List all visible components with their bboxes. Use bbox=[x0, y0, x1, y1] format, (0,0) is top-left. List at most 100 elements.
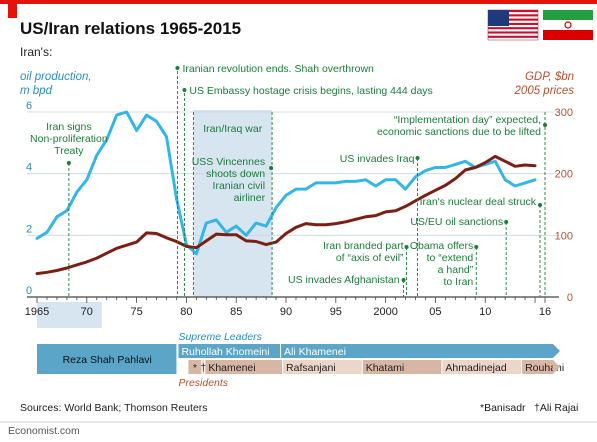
annotation-axis-of-evil-dot bbox=[404, 245, 409, 249]
annotation-iran-iraq-war: Iran/Iraq war bbox=[203, 123, 262, 135]
presidents-title: Presidents bbox=[178, 377, 228, 389]
annotation-obama-offers: to Iran bbox=[443, 276, 473, 288]
annotation-hostage-dot bbox=[182, 88, 187, 92]
supreme-leader-label: Ruhollah Khomeini bbox=[181, 346, 269, 358]
leaders-timeline: Supreme Leaders Reza Shah Pahlavi Ruhollah… bbox=[0, 331, 597, 423]
us-flag-stripe bbox=[488, 22, 538, 25]
iran-flag-red bbox=[543, 30, 593, 40]
y-left-tick-label: 2 bbox=[26, 223, 32, 235]
x-tick-label: 10 bbox=[479, 306, 491, 318]
x-tick-label: 75 bbox=[130, 306, 142, 318]
annotation-implementation-dot bbox=[543, 123, 547, 127]
y-left-tick-label: 6 bbox=[26, 100, 32, 112]
annotation-vincennes: airliner bbox=[234, 192, 266, 204]
annotation-npt: Treaty bbox=[54, 145, 84, 157]
annotation-iraq-dot bbox=[415, 156, 420, 160]
annotation-obama-offers: to “extend bbox=[427, 252, 474, 264]
footnote-banisadr: *Banisadr bbox=[480, 402, 526, 414]
president-bar bbox=[362, 360, 442, 374]
left-axis-label-line2: m bpd bbox=[20, 85, 53, 97]
y-right-tick-label: 100 bbox=[555, 230, 573, 242]
x-tick-label: 85 bbox=[230, 306, 242, 318]
annotation-revolution-dot bbox=[175, 66, 180, 70]
y-right-tick-label: 300 bbox=[555, 107, 573, 119]
x-tick-label: 95 bbox=[330, 306, 342, 318]
shah-bar bbox=[37, 344, 177, 374]
president-label: Rafsanjani bbox=[286, 362, 336, 374]
x-tick-label: 1965 bbox=[25, 306, 49, 318]
chart-subtitle: Iran's: bbox=[20, 45, 52, 59]
annotation-us-invades-afghanistan: US invades Afghanistan bbox=[288, 274, 400, 286]
president-label: Khamenei bbox=[208, 362, 255, 374]
president-label: Khatami bbox=[366, 362, 405, 374]
shah-label: Reza Shah Pahlavi bbox=[63, 354, 152, 366]
us-flag-stripe bbox=[488, 31, 538, 34]
x-tick-label: 16 bbox=[539, 306, 551, 318]
president-bar bbox=[205, 360, 283, 374]
annotation-obama-offers: a hand” bbox=[438, 264, 474, 276]
annotation-nuclear-deal-dot bbox=[538, 203, 543, 207]
presidents-arrow-icon bbox=[553, 360, 560, 374]
us-flag-stripe bbox=[488, 18, 538, 21]
y-right-tick-label: 200 bbox=[555, 169, 573, 181]
us-flag-canton bbox=[488, 10, 509, 26]
annotation-npt: Iran signs bbox=[46, 121, 92, 133]
annotation-axis-of-evil: Iran branded part bbox=[323, 240, 404, 252]
president-bar bbox=[202, 360, 205, 374]
shaded-period bbox=[37, 302, 102, 328]
plot-area: 0 2 4 6 0 100 200 300 1965 70 75 80 85 90 95 2000 05 10 16… bbox=[25, 63, 573, 328]
y-left-tick-label: 4 bbox=[26, 162, 32, 174]
president-label: * bbox=[193, 362, 197, 374]
annotation-npt: Non-proliferation bbox=[30, 133, 108, 145]
x-tick-label: 2000 bbox=[373, 306, 397, 318]
president-label: Ahmadinejad bbox=[445, 362, 506, 374]
annotation-npt-dot bbox=[66, 161, 71, 165]
annotation-obama-offers: Obama offers bbox=[410, 240, 473, 252]
president-bar bbox=[442, 360, 522, 374]
iran-flag-icon bbox=[543, 10, 593, 40]
annotation-obama-dot bbox=[474, 245, 479, 249]
annotation-implementation-day: economic sanctions due to be lifted bbox=[377, 126, 541, 138]
title-accent-bar bbox=[0, 0, 597, 4]
annotation-vincennes: USS Vincennes bbox=[192, 156, 265, 168]
annotation-afghanistan-dot bbox=[401, 278, 406, 282]
iran-flag-emblem bbox=[564, 21, 572, 29]
us-flag-stripe bbox=[488, 35, 538, 38]
supreme-leaders-title: Supreme Leaders bbox=[178, 331, 262, 343]
annotation-vincennes: Iranian civil bbox=[213, 180, 266, 192]
annotation-sanctions-dot bbox=[504, 220, 509, 224]
us-flag-icon bbox=[487, 9, 539, 41]
footnote-ali-rajai: †Ali Rajai bbox=[534, 402, 578, 414]
president-bar bbox=[188, 360, 202, 374]
annotation-vincennes-dot bbox=[269, 166, 274, 170]
us-flag-stripe bbox=[488, 10, 538, 13]
us-flag-stripe bbox=[488, 14, 538, 17]
supreme-leader-bar bbox=[178, 344, 281, 358]
supreme-leader-label: Ali Khamenei bbox=[284, 346, 346, 358]
annotation-hostage: US Embassy hostage crisis begins, lastin… bbox=[189, 85, 432, 97]
supreme-arrow-icon bbox=[553, 344, 560, 358]
y-left-tick-label: 0 bbox=[26, 285, 32, 297]
annotation-revolution: Iranian revolution ends. Shah overthrown bbox=[182, 63, 374, 75]
x-tick-label: 05 bbox=[429, 306, 441, 318]
shaded-period bbox=[193, 110, 273, 297]
source-note: Sources: World Bank; Thomson Reuters bbox=[20, 402, 208, 414]
president-bar bbox=[283, 360, 362, 374]
annotation-axis-of-evil: of “axis of evil” bbox=[336, 252, 404, 264]
annotation-vincennes: shoots down bbox=[206, 168, 265, 180]
chart-title: US/Iran relations 1965-2015 bbox=[20, 19, 241, 38]
x-tick-label: 80 bbox=[180, 306, 192, 318]
supreme-leader-bar bbox=[281, 344, 553, 358]
title-accent-tab bbox=[8, 4, 17, 18]
president-label: † bbox=[200, 362, 206, 374]
gdp-line bbox=[35, 154, 537, 276]
iran-flag-green bbox=[543, 10, 593, 20]
president-bar bbox=[522, 360, 553, 374]
left-axis-label-line1: oil production, bbox=[20, 71, 92, 83]
brand-label: Economist.com bbox=[8, 425, 80, 437]
right-axis-label-line1: GDP, $bn bbox=[525, 71, 574, 83]
annotation-oil-sanctions: US/EU oil sanctions bbox=[410, 216, 503, 228]
right-axis-label-line2: 2005 prices bbox=[514, 85, 575, 97]
us-flag-stripe bbox=[488, 27, 538, 30]
